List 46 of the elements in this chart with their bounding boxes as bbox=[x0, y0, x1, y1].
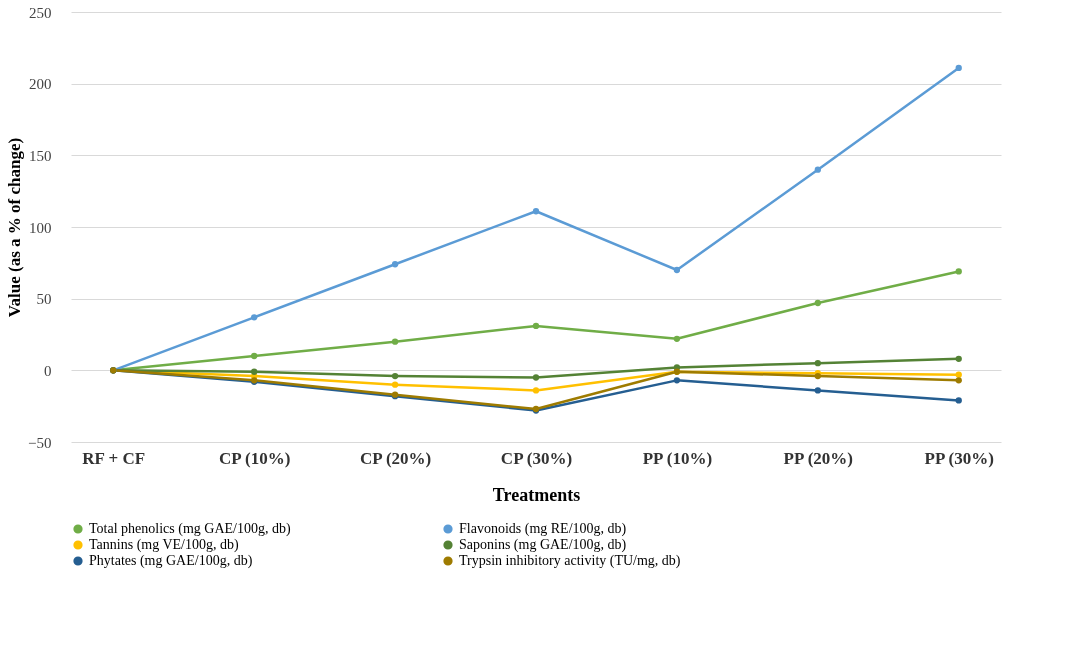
x-tick-label: CP (30%) bbox=[500, 448, 573, 468]
x-tick-label: RF + CF bbox=[82, 448, 146, 468]
y-tick-label: 0 bbox=[44, 362, 52, 379]
point bbox=[814, 387, 821, 394]
point bbox=[955, 355, 962, 363]
y-tick-label: 150 bbox=[29, 147, 52, 164]
point bbox=[391, 261, 399, 268]
point bbox=[955, 64, 962, 72]
point bbox=[532, 374, 540, 381]
x-tick-label: PP (30%) bbox=[924, 448, 994, 468]
y-tick-label: −50 bbox=[28, 434, 52, 451]
point bbox=[814, 166, 821, 173]
point bbox=[673, 377, 681, 384]
point bbox=[673, 335, 681, 342]
point bbox=[955, 268, 962, 275]
legend-label: Total phenolics (mg GAE/100g, db) bbox=[89, 521, 291, 537]
point bbox=[251, 352, 258, 360]
point bbox=[814, 360, 821, 367]
x-tick-label: CP (10%) bbox=[219, 448, 291, 468]
point bbox=[391, 381, 399, 388]
point bbox=[673, 266, 681, 274]
point bbox=[251, 368, 258, 375]
y-tick-label: 250 bbox=[29, 4, 52, 21]
point bbox=[251, 314, 258, 321]
y-tick-label: 50 bbox=[36, 291, 52, 308]
y-tick-label: 200 bbox=[29, 76, 52, 93]
x-tick-label: PP (20%) bbox=[783, 448, 854, 468]
point bbox=[532, 322, 540, 330]
legend-label: Phytates (mg GAE/100g, db) bbox=[89, 553, 253, 569]
legend-label: Trypsin inhibitory activity (TU/mg, db) bbox=[459, 553, 681, 569]
x-tick-label: CP (20%) bbox=[359, 448, 432, 468]
point bbox=[955, 371, 962, 378]
y-axis-title: Value (as a % of change) bbox=[5, 137, 25, 318]
point bbox=[955, 377, 962, 384]
y-tick-label: 100 bbox=[29, 219, 52, 236]
point bbox=[955, 397, 962, 404]
point bbox=[532, 387, 540, 394]
x-axis-title: Treatments bbox=[492, 484, 581, 505]
point bbox=[814, 299, 821, 307]
point bbox=[391, 372, 399, 380]
x-tick-label: PP (10%) bbox=[642, 448, 713, 468]
legend-label: Saponins (mg GAE/100g, db) bbox=[459, 537, 627, 553]
point bbox=[391, 338, 399, 345]
point bbox=[532, 208, 540, 215]
legend-label: Tannins (mg VE/100g, db) bbox=[89, 537, 239, 553]
legend-label: Flavonoids (mg RE/100g, db) bbox=[459, 521, 627, 537]
